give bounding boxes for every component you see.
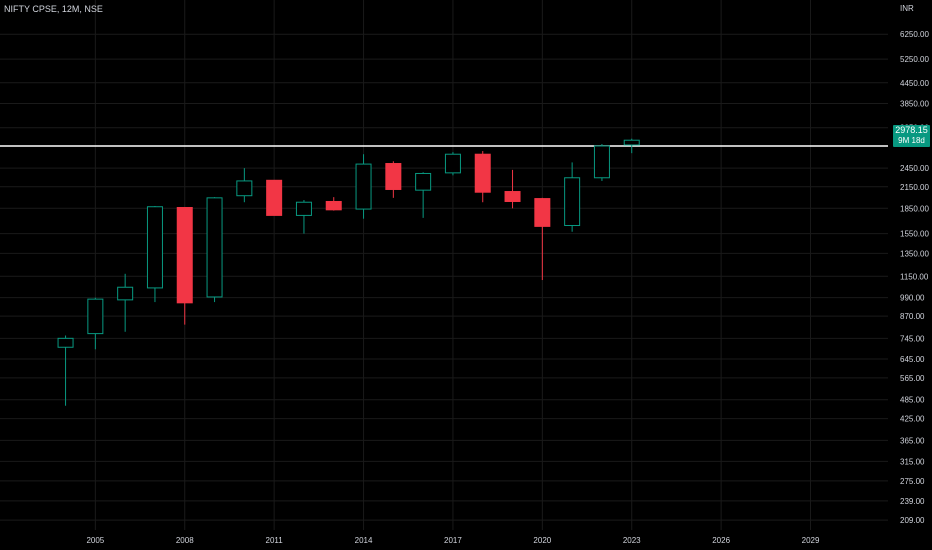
last-price-badge: 2978.15 9M 18d [893,125,930,147]
candle-2011 [266,179,283,216]
candle-body [295,201,312,216]
candle-2005 [87,297,104,350]
candle-body [385,163,402,190]
candle-2017 [444,152,461,176]
candle-body [355,163,372,210]
y-tick-label: 4450.00 [900,79,929,88]
candle-body [87,298,104,335]
y-tick-label: 2450.00 [900,164,929,173]
candle-2004 [57,335,74,406]
candle-body [504,191,521,202]
currency-label: INR [900,4,914,13]
time-axis[interactable]: 2005 2008 2011 2014 2017 2020 2023 2026 2029 [86,536,820,545]
x-tick-label: 2005 [86,536,104,545]
candle-2023 [623,138,640,154]
candle-body [444,153,461,174]
candle-body [415,172,432,191]
candle-body [117,286,134,301]
candle-2013 [325,197,342,211]
candle-2006 [117,273,134,332]
candle-2010 [236,168,253,203]
candle-body [534,198,551,227]
x-tick-label: 2020 [533,536,551,545]
y-tick-label: 1350.00 [900,249,929,258]
candle-body [206,197,223,298]
y-tick-label: 1550.00 [900,230,929,239]
y-tick-label: 990.00 [900,294,925,303]
candle-2009 [206,197,223,303]
grid-lines [0,0,888,530]
last-price: 2978.15 [895,125,928,135]
y-tick-label: 870.00 [900,312,925,321]
x-tick-label: 2011 [266,536,284,545]
y-tick-label: 5250.00 [900,55,929,64]
y-tick-label: 365.00 [900,436,925,445]
candle-body [176,207,193,304]
y-tick-label: 1850.00 [900,204,929,213]
x-tick-label: 2014 [355,536,373,545]
candle-2018 [474,151,491,203]
y-tick-label: 425.00 [900,415,925,424]
candle-body [236,180,253,197]
y-tick-label: 275.00 [900,477,925,486]
candle-2014 [355,154,372,219]
candle-2012 [295,200,312,234]
price-axis[interactable]: 6250.005250.004450.003850.003250.002450.… [900,30,929,525]
y-tick-label: 6250.00 [900,30,929,39]
y-tick-label: 3850.00 [900,99,929,108]
candle-2007 [146,205,163,303]
candle-body [325,200,342,211]
candles [57,138,640,406]
y-tick-label: 485.00 [900,396,925,405]
candle-body [474,153,491,193]
candle-body [593,145,610,179]
x-tick-label: 2026 [712,536,730,545]
x-tick-label: 2029 [802,536,820,545]
candle-2022 [593,144,610,181]
x-tick-label: 2023 [623,536,641,545]
candle-body [266,179,283,216]
bar-countdown: 9M 18d [898,136,925,145]
y-tick-label: 565.00 [900,374,925,383]
y-tick-label: 745.00 [900,334,925,343]
y-tick-label: 1150.00 [900,272,929,281]
candle-2008 [176,207,193,325]
candle-body [57,337,74,348]
candle-body [146,206,163,289]
x-tick-label: 2017 [444,536,462,545]
candle-2019 [504,169,521,209]
candle-2020 [534,197,551,281]
candle-2021 [564,162,581,232]
x-tick-label: 2008 [176,536,194,545]
y-tick-label: 315.00 [900,457,925,466]
symbol-title: NIFTY CPSE, 12M, NSE [4,4,103,14]
y-tick-label: 2150.00 [900,183,929,192]
y-tick-label: 645.00 [900,355,925,364]
candle-body [564,177,581,227]
y-tick-label: 239.00 [900,497,925,506]
candle-body [623,139,640,146]
y-tick-label: 209.00 [900,516,925,525]
candle-2015 [385,161,402,198]
candle-2016 [415,172,432,218]
